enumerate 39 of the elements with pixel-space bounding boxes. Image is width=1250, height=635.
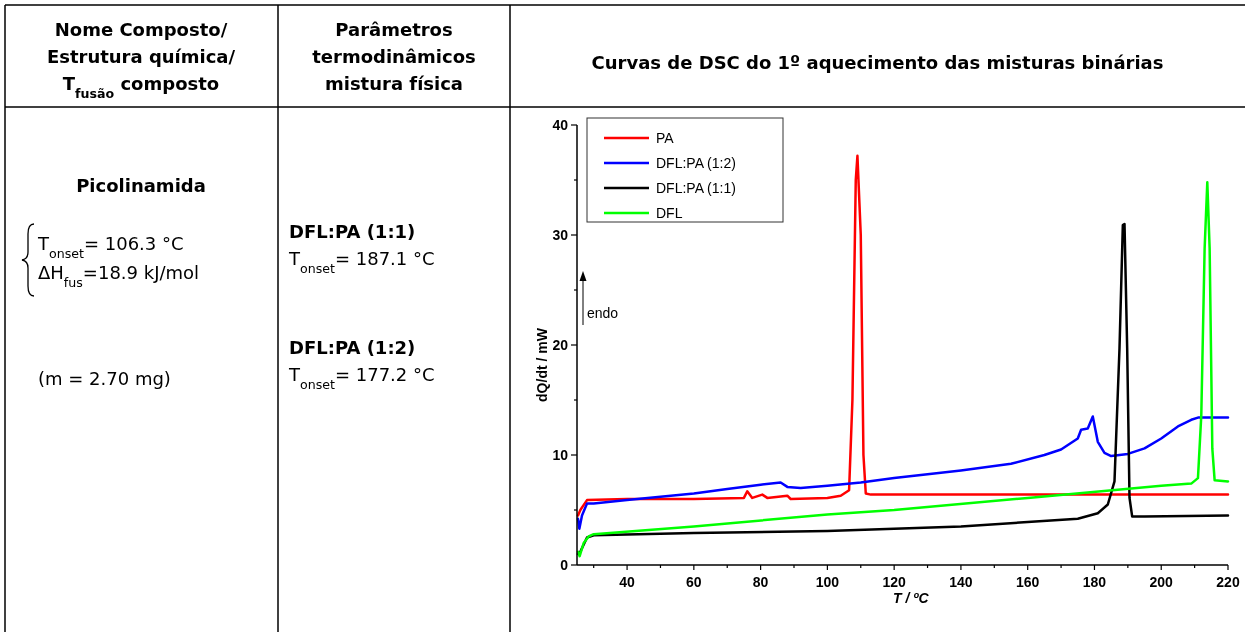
text: T$_{onset}$= 177.2 °C bbox=[288, 364, 435, 392]
x-axis-title: T / ºC bbox=[893, 590, 930, 606]
text: Parâmetros bbox=[335, 19, 453, 40]
y-tick-label: 0 bbox=[560, 557, 569, 573]
legend-label: DFL bbox=[656, 205, 683, 221]
x-tick-label: 80 bbox=[752, 574, 769, 590]
legend-label: DFL:PA (1:2) bbox=[656, 155, 736, 171]
x-tick-label: 60 bbox=[686, 574, 702, 590]
x-tick-label: 100 bbox=[815, 574, 840, 590]
legend-label: DFL:PA (1:1) bbox=[656, 180, 736, 196]
text: T$_{onset}$= 106.3 °C bbox=[37, 233, 184, 261]
x-tick-label: 160 bbox=[1016, 574, 1040, 590]
text: (m = 2.70 mg) bbox=[38, 368, 171, 389]
text: T$_{onset}$= 187.1 °C bbox=[288, 248, 435, 276]
annotation: endo bbox=[587, 305, 619, 321]
x-tick-label: 140 bbox=[949, 574, 973, 590]
x-tick-label: 180 bbox=[1082, 574, 1107, 590]
chart-title: Curvas de DSC do 1º aquecimento das misturas binárias bbox=[591, 52, 1164, 73]
y-tick-label: 20 bbox=[552, 337, 569, 353]
y-tick-label: 40 bbox=[552, 117, 569, 133]
y-axis-title: dQ/dt / mW bbox=[534, 327, 550, 402]
x-tick-label: 120 bbox=[882, 574, 907, 590]
y-tick-label: 10 bbox=[552, 447, 569, 463]
text: ΔH$_{fus}$=18.9 kJ/mol bbox=[38, 262, 200, 290]
x-tick-label: 220 bbox=[1216, 574, 1240, 590]
x-tick-label: 40 bbox=[619, 574, 636, 590]
x-tick-label: 200 bbox=[1149, 574, 1174, 590]
y-tick-label: 30 bbox=[552, 227, 569, 243]
text: Nome Composto/ bbox=[54, 19, 228, 40]
legend-label: PA bbox=[656, 130, 675, 146]
text: DFL:PA (1:1) bbox=[289, 221, 416, 242]
text: termodinâmicos bbox=[312, 46, 476, 67]
text: mistura física bbox=[324, 73, 464, 94]
line-series bbox=[576, 415, 1230, 530]
line-series bbox=[576, 154, 1230, 517]
text: DFL:PA (1:2) bbox=[289, 337, 416, 358]
text: Picolinamida bbox=[76, 175, 206, 196]
text: T$_{fusão}$ composto bbox=[62, 73, 220, 101]
text: Estrutura química/ bbox=[46, 46, 236, 67]
